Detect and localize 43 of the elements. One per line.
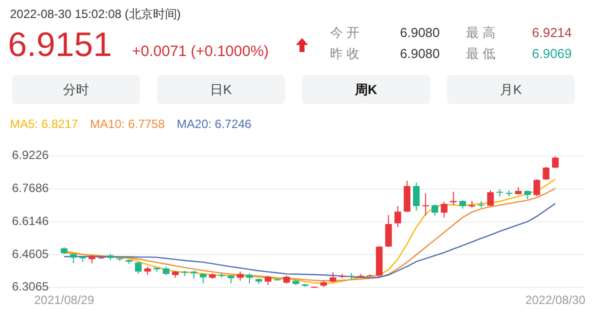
text: 昨 收 [330, 46, 360, 61]
candlestick [246, 272, 253, 284]
text: 2022-08-30 15:02:08 (北京时间) [10, 7, 181, 21]
line-series [64, 202, 556, 278]
text: 周K [354, 82, 378, 97]
candlestick [200, 272, 206, 284]
text: 分时 [63, 82, 89, 97]
text: 日K [210, 82, 232, 97]
candlestick [552, 156, 559, 169]
candlestick [542, 166, 550, 181]
y-tick-label: 6.9226 [12, 148, 50, 162]
y-tick-label: 6.6146 [12, 214, 50, 228]
text: 6.9080 [400, 46, 440, 61]
text: MA5: 6.8217 [10, 117, 78, 131]
y-tick-label: 6.3065 [12, 280, 50, 294]
x-tick-label: 2022/08/30 [525, 293, 586, 307]
candlestick [330, 272, 336, 283]
candlestick [134, 261, 142, 274]
candlestick [385, 214, 392, 248]
candlestick [533, 178, 540, 197]
candlestick [440, 201, 448, 218]
text: MA10: 6.7758 [90, 117, 166, 131]
text: 6.9080 [400, 25, 440, 40]
candlestick [422, 192, 429, 216]
candlestick [236, 271, 244, 282]
candlestick [413, 182, 420, 212]
candlestick [394, 206, 402, 228]
text: 月K [500, 82, 522, 97]
candlestick [70, 252, 77, 264]
y-tick-label: 6.7686 [12, 181, 50, 196]
text: 最 高 [466, 25, 496, 40]
text: 6.9151 [8, 26, 112, 64]
text: 最 低 [466, 46, 496, 61]
candlestick [487, 190, 494, 207]
candlestick [432, 204, 438, 216]
y-tick-label: 6.4605 [12, 246, 50, 261]
candlestick [264, 275, 272, 286]
text: 6.9214 [532, 25, 572, 40]
x-tick-label: 2021/08/29 [34, 293, 94, 307]
text: 6.9069 [532, 46, 572, 61]
text: 今 开 [330, 25, 360, 40]
text: +0.0071 (+0.1000%) [132, 43, 269, 60]
text: MA20: 6.7246 [176, 117, 252, 131]
